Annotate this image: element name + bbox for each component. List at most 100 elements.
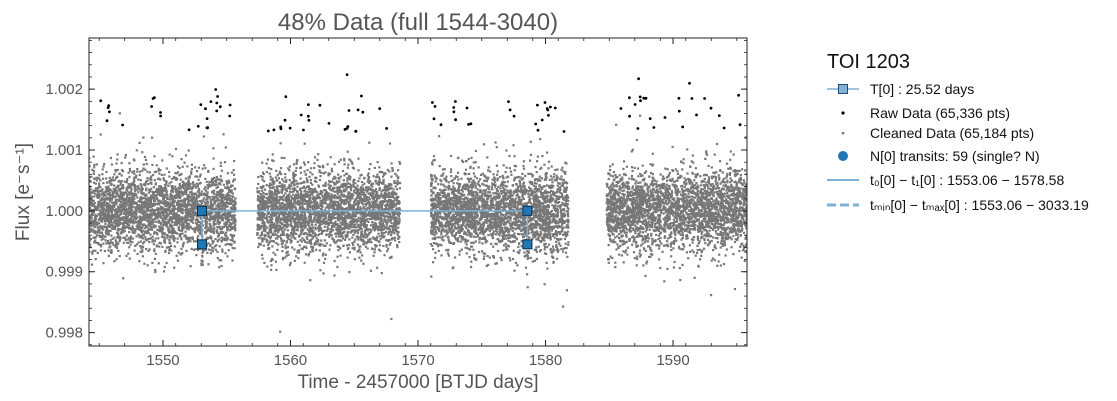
cleaned-data-point: [357, 169, 360, 172]
cleaned-data-point: [279, 167, 283, 170]
cleaned-data-point: [212, 183, 216, 186]
cleaned-data-point: [184, 215, 187, 218]
cleaned-data-point: [169, 203, 172, 206]
cleaned-data-point: [153, 179, 156, 182]
cleaned-data-point: [330, 234, 333, 237]
cleaned-data-point: [94, 232, 97, 235]
cleaned-data-point: [221, 238, 224, 241]
cleaned-data-point: [170, 181, 173, 184]
cleaned-data-point: [111, 241, 114, 244]
cleaned-data-point: [200, 264, 203, 267]
cleaned-data-point: [123, 220, 127, 223]
cleaned-data-point: [165, 187, 168, 190]
cleaned-data-point: [89, 198, 92, 201]
cleaned-data-point: [152, 198, 156, 201]
cleaned-data-point: [144, 193, 148, 196]
cleaned-data-point: [132, 178, 136, 181]
cleaned-data-point: [188, 215, 191, 218]
cleaned-data-point: [161, 228, 165, 231]
cleaned-data-point: [220, 204, 223, 207]
cleaned-data-point: [108, 242, 111, 246]
cleaned-data-point: [138, 173, 141, 177]
cleaned-data-point: [207, 218, 210, 221]
cleaned-data-point: [89, 191, 92, 194]
cleaned-data-point: [92, 203, 95, 206]
cleaned-data-point: [93, 181, 96, 184]
cleaned-data-point: [90, 216, 93, 219]
cleaned-data-point: [206, 237, 209, 241]
cleaned-data-point: [151, 240, 154, 243]
cleaned-data-point: [398, 160, 401, 164]
cleaned-data-point: [218, 245, 221, 248]
cleaned-data-point: [162, 213, 165, 216]
cleaned-data-point: [187, 179, 190, 182]
cleaned-data-point: [177, 214, 181, 217]
cleaned-data-point: [387, 233, 390, 236]
cleaned-data-point: [122, 236, 125, 239]
cleaned-data-point: [142, 192, 145, 195]
cleaned-data-point: [338, 180, 341, 183]
cleaned-data-point: [98, 235, 101, 238]
cleaned-data-point: [194, 186, 198, 189]
cleaned-data-point: [103, 220, 107, 223]
cleaned-data-point: [117, 242, 120, 245]
cleaned-data-point: [230, 235, 233, 238]
cleaned-data-point: [299, 233, 302, 236]
cleaned-data-point: [90, 209, 93, 212]
cleaned-data-point: [167, 221, 170, 224]
cleaned-data-point: [150, 194, 153, 197]
cleaned-data-point: [187, 176, 190, 179]
cleaned-data-point: [108, 196, 111, 199]
cleaned-data-point: [217, 178, 220, 181]
cleaned-data-point: [139, 222, 142, 225]
cleaned-data-point: [395, 188, 399, 191]
cleaned-data-point: [126, 177, 129, 181]
cleaned-data-point: [129, 205, 132, 208]
cleaned-data-point: [128, 175, 131, 178]
cleaned-data-point: [165, 192, 168, 195]
cleaned-data-point: [108, 181, 111, 184]
cleaned-data-point: [191, 218, 194, 221]
cleaned-data-point: [94, 213, 97, 216]
cleaned-data-point: [149, 177, 152, 180]
cleaned-data-point: [226, 172, 229, 175]
cleaned-data-point: [183, 187, 186, 190]
cleaned-data-point: [266, 231, 269, 234]
cleaned-data-point: [167, 206, 170, 210]
cleaned-data-point: [119, 236, 122, 239]
cleaned-data-point: [100, 220, 104, 223]
cleaned-data-point: [165, 201, 169, 204]
cleaned-data-point: [185, 249, 188, 253]
cleaned-data-point: [114, 170, 117, 173]
cleaned-data-point: [99, 218, 103, 221]
cleaned-data-point: [212, 222, 215, 225]
cleaned-data-point: [152, 218, 155, 221]
cleaned-data-point: [171, 208, 174, 211]
cleaned-data-point: [176, 213, 179, 217]
cleaned-data-point: [109, 239, 112, 242]
cleaned-data-point: [102, 237, 105, 240]
cleaned-data-point: [323, 225, 326, 228]
cleaned-data-point: [94, 223, 97, 226]
cleaned-data-point: [156, 193, 159, 196]
cleaned-data-point: [130, 213, 133, 216]
cleaned-data-point: [220, 169, 223, 172]
cleaned-data-point: [95, 179, 98, 182]
cleaned-data-point: [356, 243, 359, 246]
cleaned-data-point: [296, 185, 299, 188]
cleaned-data-point: [214, 222, 217, 226]
cleaned-data-point: [338, 160, 341, 163]
cleaned-data-point: [399, 162, 402, 165]
cleaned-data-point: [183, 197, 186, 200]
cleaned-data-point: [94, 230, 97, 233]
cleaned-data-point: [218, 266, 221, 269]
cleaned-data-point: [305, 253, 308, 256]
cleaned-data-point: [96, 222, 99, 225]
cleaned-data-point: [179, 173, 182, 177]
cleaned-data-point: [197, 195, 200, 198]
cleaned-data-point: [190, 207, 193, 210]
cleaned-data-point: [294, 169, 297, 172]
cleaned-data-point: [141, 229, 144, 232]
cleaned-data-point: [359, 186, 362, 189]
cleaned-data-point: [263, 217, 266, 220]
